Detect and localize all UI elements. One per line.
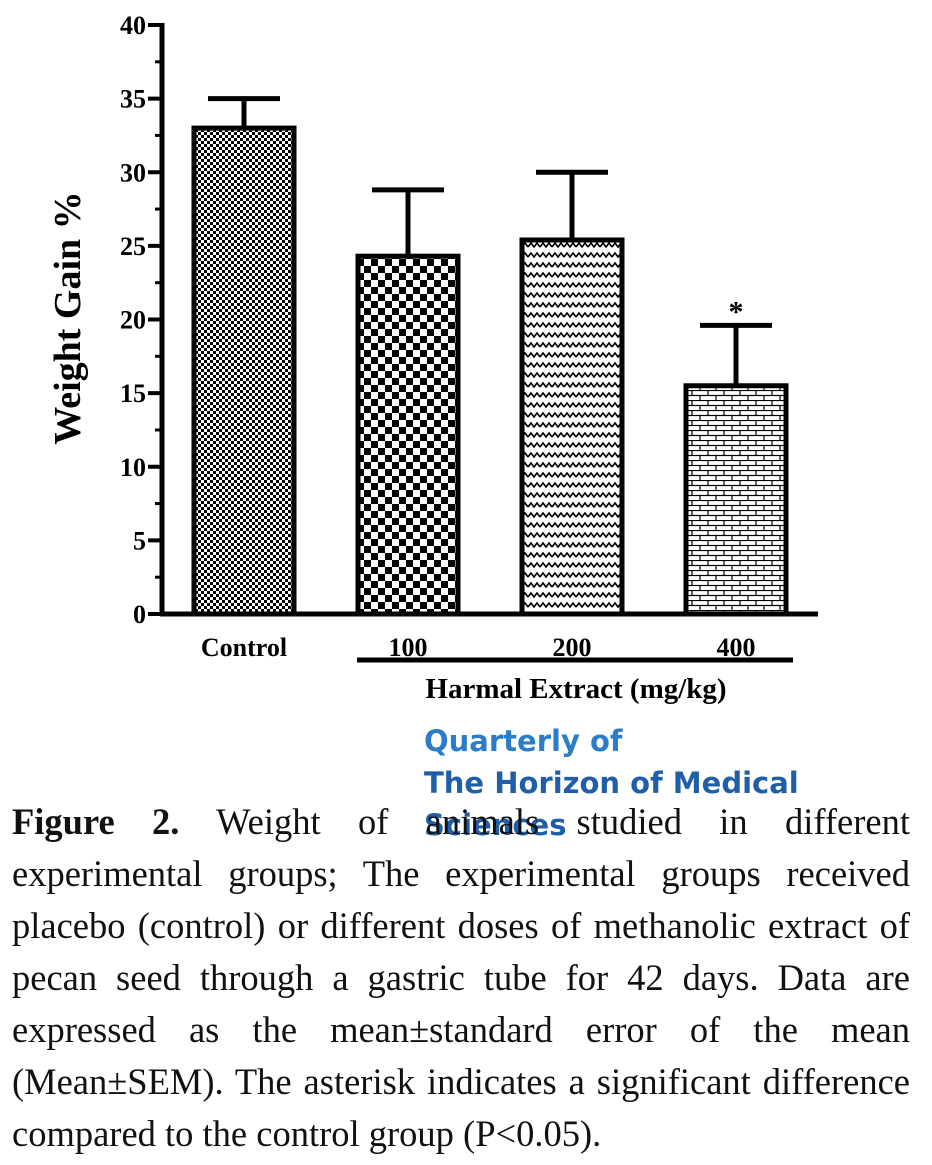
bars: *	[191, 96, 789, 617]
y-tick-label: 20	[120, 306, 146, 335]
y-tick-label: 40	[120, 11, 146, 40]
y-tick-label: 25	[120, 232, 146, 261]
y-axis-label: Weight Gain %	[47, 191, 89, 444]
x-tick-label: 200	[553, 633, 592, 662]
bar-control	[191, 125, 297, 617]
y-tick-label: 35	[120, 85, 146, 114]
y-tick-label: 15	[120, 379, 146, 408]
watermark-line-1: Quarterly of	[424, 724, 623, 758]
bar-400	[683, 383, 789, 617]
x-tick-label: 400	[717, 633, 756, 662]
y-tick-label: 0	[133, 600, 146, 629]
bar-200	[519, 237, 625, 617]
watermark-line-2: The Horizon of Medical Sciences	[424, 766, 799, 842]
bar-chart: Weight Gain % 0 5 10 15 20 25 30 35 40 * Control…	[47, 11, 818, 705]
y-tick-label: 10	[120, 453, 146, 482]
figure-caption: Figure 2. Weight of animals studied in d…	[12, 796, 910, 1160]
x-axis-label: Harmal Extract (mg/kg)	[425, 673, 726, 705]
y-tick-label: 5	[133, 526, 146, 555]
bar-100	[355, 253, 461, 617]
x-axis: Control 100 200 400	[160, 611, 818, 662]
y-tick-label: 30	[120, 158, 146, 187]
caption-text: Weight of animals studied in different e…	[12, 801, 910, 1154]
significance-asterisk: *	[729, 295, 744, 328]
caption-label: Figure 2.	[12, 801, 180, 842]
journal-watermark: Quarterly of The Horizon of Medical Scie…	[424, 720, 932, 846]
x-tick-label: 100	[389, 633, 428, 662]
y-axis: 0 5 10 15 20 25 30 35 40	[120, 11, 165, 629]
x-tick-label: Control	[201, 633, 287, 662]
